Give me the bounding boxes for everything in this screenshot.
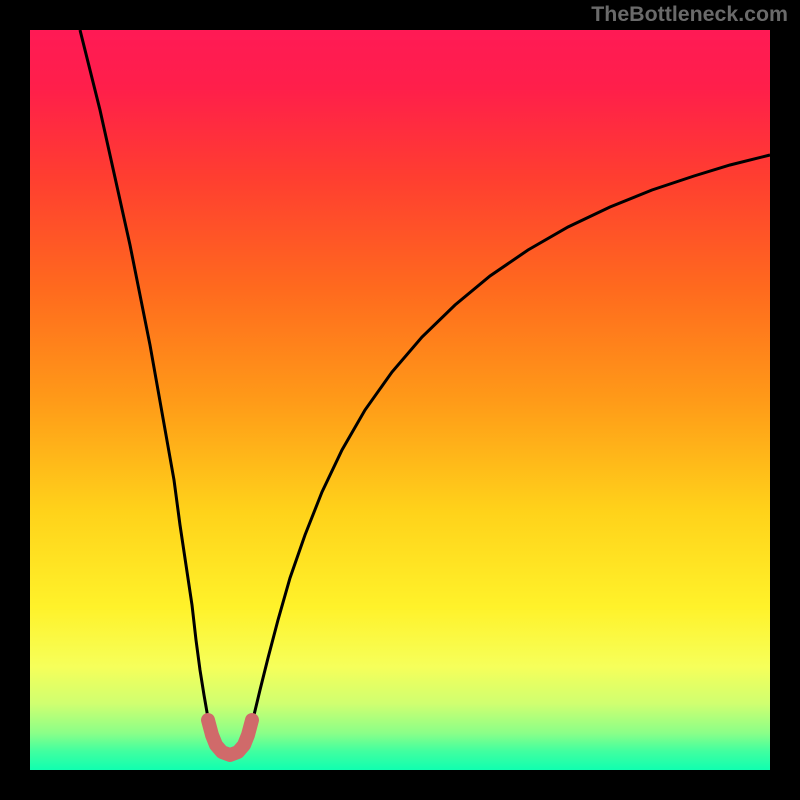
curve-right (250, 155, 770, 730)
curve-left (80, 30, 210, 730)
trough-marker (208, 720, 252, 755)
plot-area (30, 30, 770, 770)
watermark-text: TheBottleneck.com (591, 2, 788, 27)
chart-container: TheBottleneck.com (0, 0, 800, 800)
curve-layer (30, 30, 770, 770)
